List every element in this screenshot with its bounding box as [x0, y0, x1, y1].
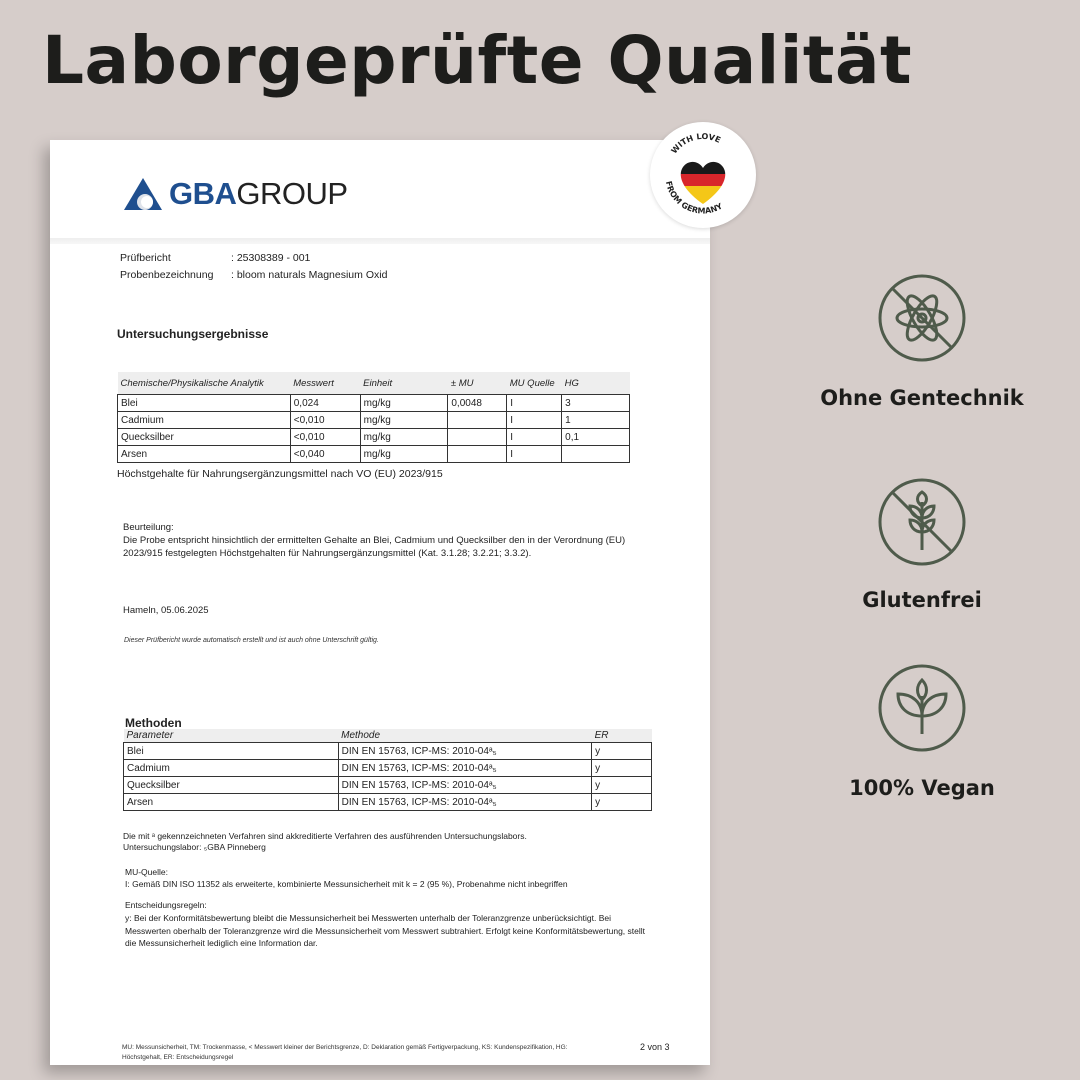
cell-value: <0,010	[289, 428, 361, 446]
column-header-value: Messwert	[290, 372, 361, 395]
header-divider	[50, 238, 710, 244]
cell-mu-source: I	[506, 411, 563, 429]
results-note: Höchstgehalte für Nahrungsergänzungsmitt…	[117, 468, 443, 480]
cell-decision-rule: y	[591, 759, 652, 777]
table-row: Blei DIN EN 15763, ICP-MS: 2010-04ᵃ₅ y	[123, 742, 652, 760]
cell-unit: mg/kg	[359, 411, 449, 429]
no-gmo-atom-icon	[878, 274, 966, 362]
sample-name-value: : bloom naturals Magnesium Oxid	[231, 269, 388, 281]
column-header-analyte: Chemische/Physikalische Analytik	[117, 372, 291, 395]
cell-max-level: 1	[561, 411, 630, 429]
column-header-parameter: Parameter	[123, 729, 339, 743]
cell-decision-rule: y	[591, 776, 652, 794]
assessment-text: Die Probe entspricht hinsichtlich der er…	[123, 535, 626, 559]
cell-value: 0,024	[289, 394, 361, 412]
column-header-mu: ± MU	[447, 372, 507, 395]
cell-method: DIN EN 15763, ICP-MS: 2010-04ᵃ₅	[337, 742, 593, 760]
table-row: Quecksilber <0,010 mg/kg I 0,1	[117, 428, 630, 446]
cell-decision-rule: y	[591, 742, 652, 760]
logo-gba-text: GBA	[169, 176, 237, 211]
report-number-label: Prüfbericht	[120, 252, 171, 264]
feature-label-no-gmo: Ohne Gentechnik	[820, 386, 1024, 410]
feature-no-gmo	[790, 272, 1054, 369]
cell-method: DIN EN 15763, ICP-MS: 2010-04ᵃ₅	[337, 776, 593, 794]
cell-decision-rule: y	[591, 793, 652, 811]
cell-unit: mg/kg	[359, 394, 449, 412]
cell-mu-source: I	[506, 428, 563, 446]
assessment-label: Beurteilung:	[123, 522, 174, 533]
cell-value: <0,010	[289, 411, 361, 429]
cell-unit: mg/kg	[359, 428, 449, 446]
cell-method: DIN EN 15763, ICP-MS: 2010-04ᵃ₅	[337, 793, 593, 811]
cell-value: <0,040	[289, 445, 361, 463]
cell-analyte: Quecksilber	[117, 428, 291, 446]
cell-analyte: Cadmium	[117, 411, 291, 429]
svg-text:WITH LOVE: WITH LOVE	[670, 132, 722, 156]
table-row: Arsen <0,040 mg/kg I	[117, 445, 630, 463]
feature-label-gluten-free: Glutenfrei	[862, 588, 982, 612]
logo-group-text: GROUP	[236, 176, 348, 211]
cell-mu	[447, 428, 508, 446]
cell-analyte: Arsen	[117, 445, 291, 463]
report-number-value: : 25308389 - 001	[231, 252, 311, 264]
table-row: Cadmium DIN EN 15763, ICP-MS: 2010-04ᵃ₅ y	[123, 759, 652, 777]
methods-title: Methoden	[125, 716, 182, 730]
column-header-method: Methode	[338, 729, 592, 743]
column-header-unit: Einheit	[360, 372, 448, 395]
lab-name: Untersuchungslabor: ₅GBA Pinneberg	[123, 842, 266, 852]
table-row: Quecksilber DIN EN 15763, ICP-MS: 2010-04…	[123, 776, 652, 794]
mu-source-label: MU-Quelle:	[125, 867, 168, 877]
accreditation-note: Die mit ᵃ gekennzeichneten Verfahren sin…	[123, 831, 527, 841]
table-row: Arsen DIN EN 15763, ICP-MS: 2010-04ᵃ₅ y	[123, 793, 652, 811]
cell-max-level	[561, 445, 630, 463]
page-number: 2 von 3	[640, 1042, 670, 1052]
gba-logo-icon	[124, 178, 162, 210]
sample-name-label: Probenbezeichnung	[120, 269, 214, 281]
signature-note: Dieser Prüfbericht wurde automatisch ers…	[124, 637, 379, 644]
cell-max-level: 0,1	[561, 428, 630, 446]
column-header-max-level: HG	[561, 372, 630, 395]
cell-method: DIN EN 15763, ICP-MS: 2010-04ᵃ₅	[337, 759, 593, 777]
cell-unit: mg/kg	[359, 445, 449, 463]
cell-parameter: Cadmium	[123, 759, 339, 777]
column-header-decision-rule: ER	[591, 729, 652, 743]
mu-source-text: I: Gemäß DIN ISO 11352 als erweiterte, k…	[125, 879, 568, 889]
cell-mu-source: I	[506, 445, 563, 463]
column-header-mu-source: MU Quelle	[506, 372, 562, 395]
with-love-from-germany-badge: WITH LOVE FROM GERMANY	[650, 122, 756, 228]
table-row: Cadmium <0,010 mg/kg I 1	[117, 411, 630, 429]
headline: Laborgeprüfte Qualität	[42, 22, 913, 99]
methods-table: Parameter Methode ER Blei DIN EN 15763, ICP-…	[123, 729, 652, 811]
table-row: Blei 0,024 mg/kg 0,0048 I 3	[117, 394, 630, 412]
cell-mu-source: I	[506, 394, 563, 412]
cell-parameter: Arsen	[123, 793, 339, 811]
cell-parameter: Blei	[123, 742, 339, 760]
german-heart-icon: WITH LOVE FROM GERMANY	[664, 132, 726, 216]
feature-gluten-free	[790, 476, 1054, 573]
cell-mu	[447, 411, 508, 429]
cell-max-level: 3	[561, 394, 630, 412]
results-title: Untersuchungsergebnisse	[117, 327, 269, 341]
place-date: Hameln, 05.06.2025	[123, 605, 209, 616]
footer-legend: MU: Messunsicherheit, TM: Trockenmasse, …	[122, 1044, 568, 1061]
cell-parameter: Quecksilber	[123, 776, 339, 794]
cell-analyte: Blei	[117, 394, 291, 412]
vegan-leaf-icon	[878, 664, 966, 752]
decision-rules-text: y: Bei der Konformitätsbewertung bleibt …	[125, 913, 645, 948]
feature-label-vegan: 100% Vegan	[849, 776, 995, 800]
lab-report-page: GBA GROUP Prüfbericht : 25308389 - 001 Pr…	[50, 140, 710, 1065]
gba-group-logo: GBA GROUP	[123, 176, 348, 212]
results-table: Chemische/Physikalische Analytik Messwert…	[117, 372, 630, 463]
cell-mu: 0,0048	[447, 394, 508, 412]
gluten-free-wheat-icon	[878, 478, 966, 566]
decision-rules-label: Entscheidungsregeln:	[125, 900, 207, 910]
feature-vegan	[790, 662, 1054, 759]
cell-mu	[447, 445, 508, 463]
